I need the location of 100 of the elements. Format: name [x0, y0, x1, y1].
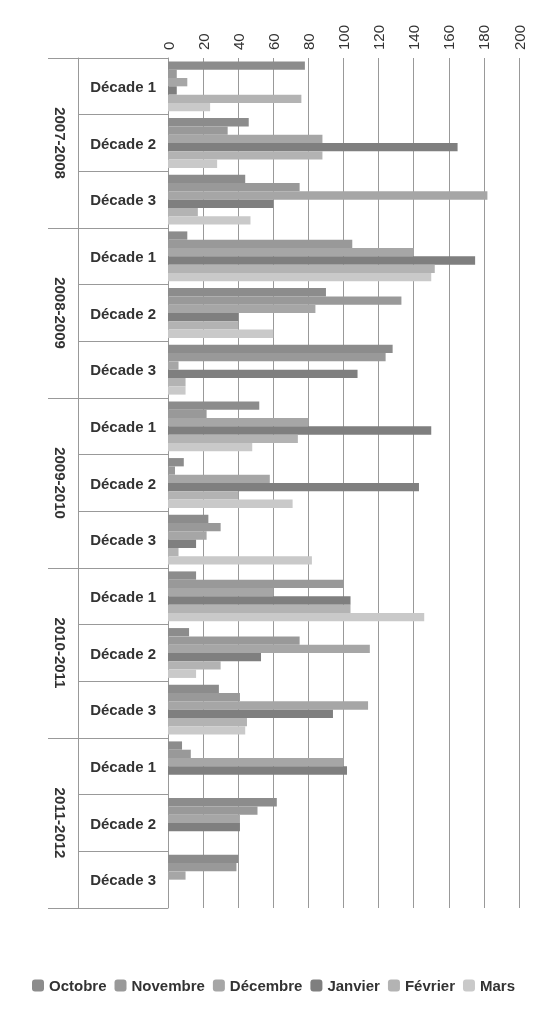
bar — [168, 401, 260, 410]
bar — [168, 102, 211, 112]
bar — [168, 69, 177, 79]
x-tick-label: 140 — [405, 24, 423, 50]
bar — [168, 231, 188, 240]
bar — [168, 134, 323, 143]
bar — [168, 361, 179, 370]
bar — [168, 78, 188, 87]
bar — [168, 118, 249, 127]
bar — [168, 216, 251, 225]
bar — [168, 442, 253, 452]
bar — [168, 86, 177, 95]
legend-label: Janvier — [327, 977, 381, 994]
bar — [168, 207, 198, 217]
bar — [168, 434, 298, 443]
bar — [168, 539, 197, 548]
y-tick-label: Décade 3 — [90, 701, 156, 719]
legend-label: Octobre — [49, 977, 107, 994]
bar — [168, 199, 274, 208]
bar — [168, 709, 333, 718]
bar — [168, 644, 370, 653]
x-tick-label: 80 — [299, 33, 317, 50]
y-tick-label: Décade 1 — [90, 757, 156, 775]
bar — [168, 344, 393, 354]
x-tick-label: 200 — [510, 24, 528, 50]
bar — [168, 409, 207, 419]
x-tick-label: 40 — [229, 33, 247, 50]
y-tick-label: Décade 3 — [90, 871, 156, 889]
x-tick-label: 180 — [475, 24, 493, 50]
legend-label: Mars — [479, 977, 516, 994]
bar — [168, 588, 274, 597]
bar — [168, 798, 277, 807]
bar — [168, 523, 221, 532]
bar — [168, 491, 239, 500]
bar — [168, 854, 239, 864]
bar — [168, 556, 312, 565]
x-tick-label: 60 — [264, 33, 282, 50]
bar — [168, 547, 179, 557]
bar — [168, 823, 240, 832]
y-tick-label: Décade 2 — [90, 644, 156, 662]
y-tick-label: Décade 2 — [90, 814, 156, 832]
bar — [168, 871, 186, 880]
bar — [168, 386, 186, 395]
legend-label: Février — [404, 977, 456, 994]
bar — [168, 499, 293, 508]
bar — [168, 596, 351, 605]
bar — [168, 304, 316, 313]
text: 2010-2011 — [52, 617, 69, 689]
bar — [168, 726, 246, 735]
legend-label: Novembre — [131, 977, 205, 994]
bar — [168, 749, 191, 759]
bar — [168, 377, 186, 387]
bar — [168, 758, 344, 767]
x-tick-label: 100 — [335, 24, 352, 50]
bar — [168, 126, 228, 135]
legend-label: Décembre — [229, 977, 303, 994]
bar — [168, 458, 184, 467]
bar — [168, 661, 221, 670]
x-tick-label: 20 — [194, 33, 212, 50]
y-tick-label: Décade 1 — [90, 417, 156, 435]
y-tick-label: Décade 1 — [90, 77, 156, 95]
text: 2009-2010 — [52, 447, 69, 519]
bar — [168, 806, 258, 815]
bar — [168, 466, 176, 475]
bar — [168, 159, 218, 168]
bar — [168, 288, 326, 297]
bar — [168, 151, 323, 160]
bar — [168, 174, 246, 184]
text: 2011-2012 — [52, 787, 69, 859]
y-tick-label: Décade 2 — [90, 304, 156, 322]
text: 2008-2009 — [52, 277, 69, 349]
bar — [168, 313, 239, 322]
bar — [168, 741, 183, 750]
y-tick-label: Décade 1 — [90, 247, 156, 265]
x-tick-label: 0 — [159, 41, 177, 50]
bar — [168, 418, 309, 427]
y-tick-label: Décade 2 — [90, 134, 156, 152]
bar — [168, 426, 432, 435]
bar — [168, 701, 369, 710]
y-tick-label: Décade 3 — [90, 191, 156, 209]
bar — [168, 474, 270, 483]
bar — [168, 264, 435, 273]
text: 2007-2008 — [52, 107, 69, 179]
bar — [168, 684, 219, 694]
bar — [168, 483, 419, 492]
bar — [168, 272, 432, 282]
y-tick-label: Décade 3 — [90, 531, 156, 549]
x-tick-label: 120 — [370, 24, 388, 50]
bar — [168, 653, 262, 662]
bar — [168, 571, 197, 580]
bar — [168, 514, 209, 524]
bar — [168, 94, 302, 103]
bar — [168, 369, 358, 378]
bar — [168, 814, 240, 823]
bar — [168, 766, 348, 775]
bar — [168, 61, 305, 70]
bar — [168, 191, 488, 200]
bar — [168, 604, 351, 613]
bar — [168, 612, 425, 622]
bar — [168, 143, 458, 152]
